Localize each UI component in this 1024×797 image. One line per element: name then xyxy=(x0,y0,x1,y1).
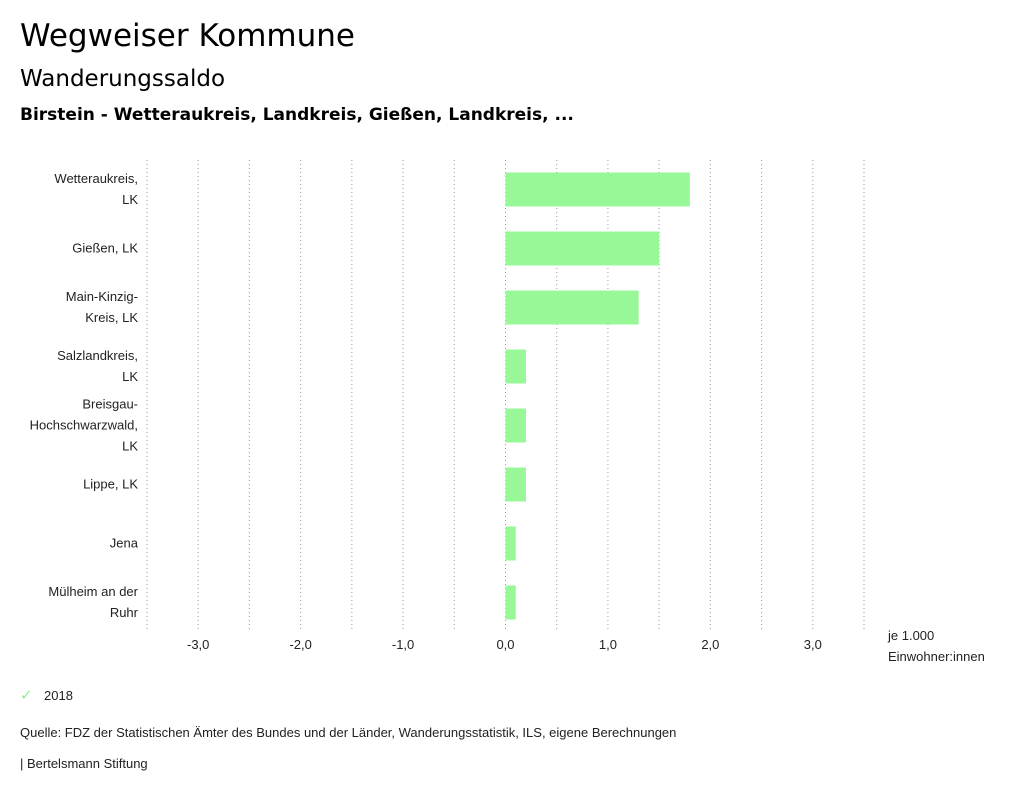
category-label-line: Salzlandkreis, xyxy=(57,348,138,363)
brand-note: | Bertelsmann Stiftung xyxy=(20,756,148,771)
bar[interactable] xyxy=(505,585,516,620)
x-tick-label: 0,0 xyxy=(496,637,514,652)
x-tick-label: 2,0 xyxy=(701,637,719,652)
category-label-line: Hochschwarzwald, xyxy=(30,418,138,433)
category-label-line: Wetteraukreis, xyxy=(54,171,138,186)
category-label: Mülheim an der Ruhr xyxy=(48,584,138,620)
x-tick-label: -3,0 xyxy=(187,637,209,652)
grid-lines xyxy=(146,160,865,632)
x-tick-label: -2,0 xyxy=(289,637,311,652)
unit-line-2: Einwohner:innen xyxy=(888,649,985,664)
category-label-line: Ruhr xyxy=(110,605,139,620)
x-tick-label: -1,0 xyxy=(392,637,414,652)
category-label: Salzlandkreis, LK xyxy=(57,348,138,384)
chart-subtitle: Wanderungssaldo xyxy=(20,66,226,92)
category-label-line: Breisgau- xyxy=(82,397,138,412)
bars xyxy=(505,172,690,620)
category-label: Main-Kinzig- Kreis, LK xyxy=(66,289,139,325)
check-icon: ✓ xyxy=(20,687,33,704)
tick-labels: -3,0 -2,0 -1,0 0,0 1,0 2,0 3,0 xyxy=(187,637,822,652)
bar[interactable] xyxy=(505,172,690,207)
source-note: Quelle: FDZ der Statistischen Ämter des … xyxy=(20,725,677,740)
bar[interactable] xyxy=(505,231,660,266)
bar[interactable] xyxy=(505,349,526,384)
page-title: Wegweiser Kommune xyxy=(20,18,355,54)
unit-line-1: je 1.000 xyxy=(888,628,935,643)
bar-chart: Wetteraukreis, LK Gießen, LK Main-Kinzig- Kr… xyxy=(30,160,865,652)
bar[interactable] xyxy=(505,467,526,502)
category-label: Gießen, LK xyxy=(72,241,138,256)
x-tick-label: 3,0 xyxy=(804,637,822,652)
category-label-line: LK xyxy=(122,192,138,207)
region-title: Birstein - Wetteraukreis, Landkreis, Gie… xyxy=(20,105,574,125)
legend-label: 2018 xyxy=(44,687,73,703)
category-label-line: LK xyxy=(122,439,138,454)
category-label-line: Main-Kinzig- xyxy=(66,289,138,304)
category-label: Lippe, LK xyxy=(83,477,138,492)
category-label-line: Gießen, LK xyxy=(72,241,138,256)
legend-item-2018[interactable]: ✓ 2018 xyxy=(20,686,73,704)
unit-label: je 1.000 Einwohner:innen xyxy=(888,625,985,667)
category-label-line: Jena xyxy=(110,536,139,551)
bar[interactable] xyxy=(505,526,516,561)
category-label: Breisgau- Hochschwarzwald, LK xyxy=(30,397,139,454)
category-label-line: Lippe, LK xyxy=(83,477,138,492)
category-label: Wetteraukreis, LK xyxy=(54,171,138,207)
category-labels: Wetteraukreis, LK Gießen, LK Main-Kinzig- Kr… xyxy=(30,171,139,620)
bar[interactable] xyxy=(505,290,639,325)
category-label: Jena xyxy=(110,536,139,551)
category-label-line: LK xyxy=(122,369,138,384)
category-label-line: Kreis, LK xyxy=(85,310,138,325)
x-tick-label: 1,0 xyxy=(599,637,617,652)
category-label-line: Mülheim an der xyxy=(48,584,138,599)
bar[interactable] xyxy=(505,408,526,443)
